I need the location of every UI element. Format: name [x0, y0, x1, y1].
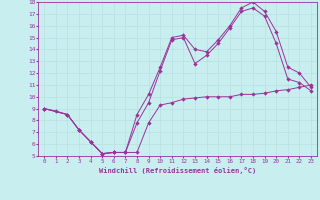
X-axis label: Windchill (Refroidissement éolien,°C): Windchill (Refroidissement éolien,°C) [99, 167, 256, 174]
